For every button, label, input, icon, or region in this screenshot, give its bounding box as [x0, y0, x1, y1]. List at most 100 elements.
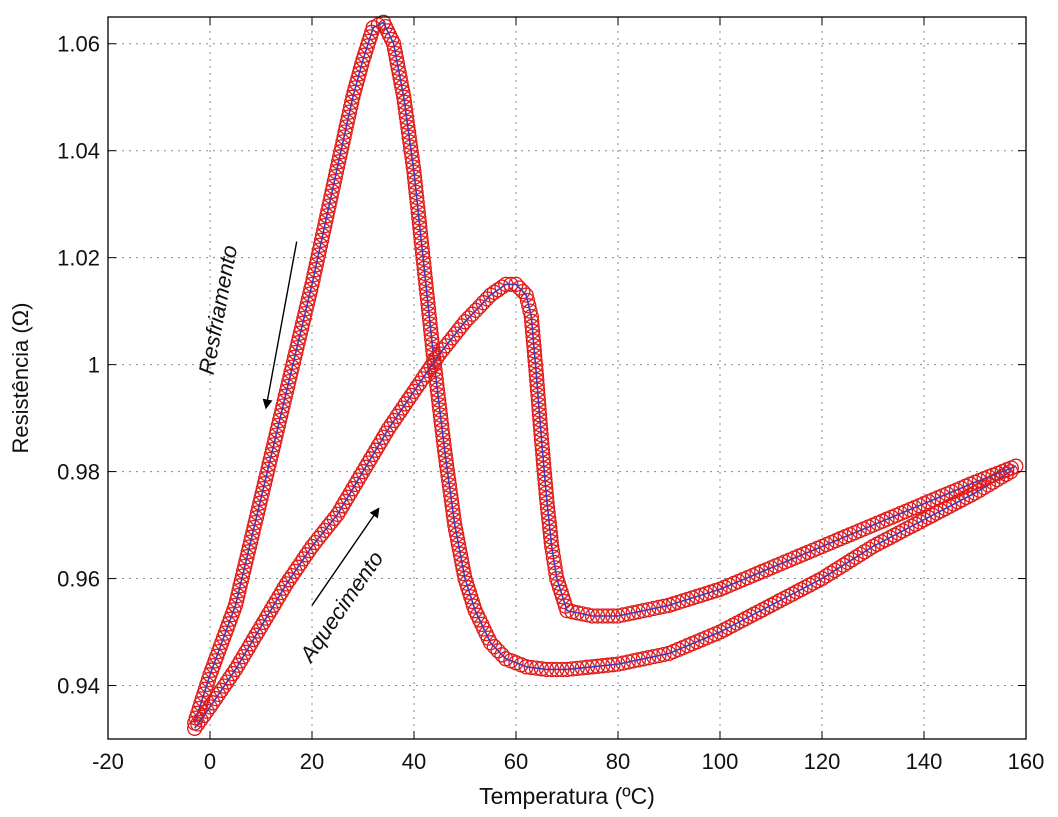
data-point: [386, 40, 403, 57]
x-tick-label: 0: [204, 749, 216, 774]
data-point: [193, 712, 209, 728]
data-point: [399, 114, 415, 130]
data-point: [895, 523, 911, 539]
data-point: [528, 362, 544, 379]
data-point: [436, 442, 453, 458]
data-point: [231, 583, 247, 599]
data-point: [537, 475, 553, 492]
data-point: [373, 433, 389, 450]
data-point: [407, 179, 424, 195]
data-point: [365, 446, 381, 463]
data-point: [314, 227, 331, 244]
x-tick-label: 80: [606, 749, 630, 774]
data-point: [258, 610, 274, 626]
data-point: [453, 551, 469, 567]
data-point: [370, 438, 386, 454]
data-point: [293, 555, 309, 571]
data-point: [392, 404, 408, 420]
data-point: [320, 203, 336, 219]
x-axis-label: Temperatura (ºC): [479, 783, 655, 809]
data-point: [235, 648, 251, 665]
data-point: [443, 492, 460, 508]
data-point: [251, 500, 267, 516]
data-point: [543, 534, 559, 550]
data-point: [574, 660, 590, 676]
data-point: [430, 392, 447, 408]
data-point: [527, 348, 543, 364]
data-point: [437, 447, 453, 463]
data-point: [411, 215, 428, 231]
annotation-arrow-2: [311, 507, 380, 606]
data-point: [656, 598, 672, 615]
data-point: [439, 462, 455, 478]
data-point: [538, 480, 554, 497]
data-point: [337, 124, 353, 140]
data-point: [579, 607, 596, 623]
data-point: [213, 682, 229, 698]
data-point: [216, 678, 232, 694]
data-point: [525, 333, 542, 349]
data-point: [405, 159, 421, 175]
data-point: [442, 482, 458, 498]
data-point: [288, 344, 304, 361]
data-point: [445, 502, 461, 518]
data-point: [419, 286, 435, 302]
data-point: [250, 623, 267, 639]
data-point: [416, 260, 432, 277]
data-point: [534, 436, 550, 453]
data-point: [238, 644, 254, 661]
data-point: [326, 173, 342, 190]
data-point: [610, 656, 626, 672]
data-point: [263, 601, 279, 618]
data-point: [368, 442, 384, 458]
data-point: [389, 408, 405, 424]
data-point: [615, 607, 631, 623]
data-point: [253, 619, 269, 635]
data-point: [564, 661, 580, 677]
data-point: [406, 169, 423, 185]
data-point: [248, 510, 265, 526]
data-point: [486, 639, 502, 655]
data-point: [630, 652, 647, 668]
data-point: [323, 188, 339, 204]
data-point: [651, 647, 667, 664]
data-point: [831, 560, 847, 576]
data-point: [445, 507, 462, 523]
data-point: [328, 164, 345, 180]
data-point: [543, 529, 559, 545]
data-point: [295, 551, 312, 567]
data-point: [448, 522, 464, 538]
data-point: [202, 699, 218, 715]
data-point: [394, 79, 410, 96]
data-point: [420, 296, 436, 312]
data-point: [362, 451, 379, 467]
data-point: [352, 468, 369, 484]
data-point: [389, 55, 405, 71]
data-point: [569, 605, 585, 621]
data-point: [620, 606, 636, 622]
data-point: [912, 514, 928, 530]
series-line-overlay-1: [194, 21, 1011, 724]
data-point: [313, 232, 330, 248]
data-point: [386, 412, 402, 429]
data-point: [387, 45, 404, 62]
data-point: [284, 567, 300, 584]
data-point: [595, 658, 611, 674]
data-point: [494, 647, 510, 663]
data-point: [411, 210, 427, 226]
data-point: [620, 654, 636, 670]
data-point: [456, 566, 472, 582]
data-point: [266, 437, 282, 453]
data-point: [410, 204, 426, 221]
data-point: [309, 252, 325, 268]
data-point: [525, 328, 541, 344]
data-point: [329, 159, 346, 175]
data-point: [432, 407, 449, 423]
x-tick-label: 20: [300, 749, 324, 774]
data-point: [635, 651, 652, 667]
data-point: [449, 527, 465, 543]
data-point: [390, 60, 406, 76]
data-point: [287, 563, 303, 580]
data-point: [600, 657, 616, 673]
